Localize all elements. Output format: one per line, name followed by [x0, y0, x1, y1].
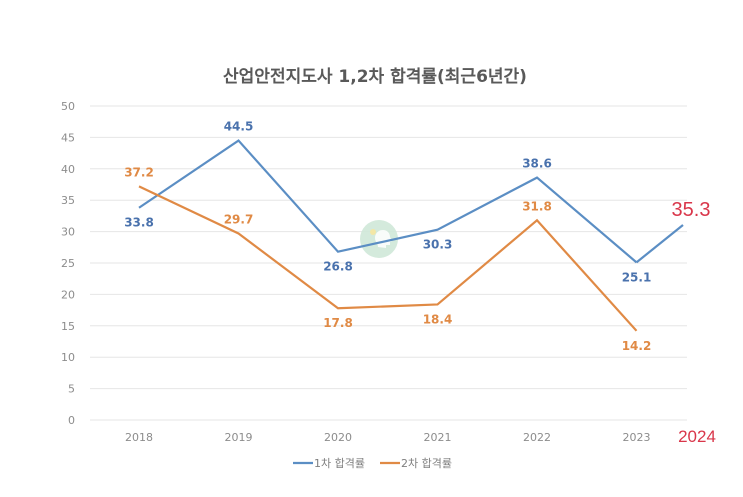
annotation-label: 35.3 — [672, 199, 711, 221]
series-line-1-extension — [635, 224, 684, 264]
x-tick-label: 2020 — [324, 431, 352, 444]
y-tick-label: 30 — [61, 226, 75, 239]
y-tick-label: 10 — [61, 351, 75, 364]
x-tick-label: 2019 — [225, 431, 253, 444]
data-label: 25.1 — [622, 270, 652, 284]
gridlines — [90, 105, 687, 421]
data-label: 26.8 — [323, 260, 353, 274]
x-tick-label: 2021 — [424, 431, 452, 444]
data-label: 14.2 — [622, 339, 652, 353]
x-tick-label: 2018 — [125, 431, 153, 444]
y-tick-label: 5 — [68, 383, 75, 396]
y-tick-label: 35 — [61, 194, 75, 207]
data-label: 30.3 — [423, 238, 453, 252]
y-tick-label: 0 — [68, 414, 75, 427]
data-label: 37.2 — [124, 165, 154, 179]
data-label: 44.5 — [224, 120, 254, 134]
data-label: 18.4 — [423, 312, 453, 326]
data-label: 17.8 — [323, 316, 353, 330]
x-tick-label: 2023 — [623, 431, 651, 444]
series-line-1 — [138, 139, 638, 264]
y-tick-label: 25 — [61, 257, 75, 270]
y-tick-label: 20 — [61, 288, 75, 301]
y-tick-label: 50 — [61, 100, 75, 113]
data-label: 33.8 — [124, 216, 154, 230]
legend: 1차 합격률 2차 합격률 — [293, 457, 452, 470]
data-label: 31.8 — [522, 199, 552, 213]
legend-label-2: 2차 합격률 — [401, 457, 452, 470]
y-tick-label: 45 — [61, 131, 75, 144]
data-labels: 33.8 44.5 26.8 30.3 38.6 25.1 37.2 29.7 17.8 18.4… — [124, 120, 651, 353]
data-label: 29.7 — [224, 212, 254, 226]
y-axis-ticks: 0 5 10 15 20 25 30 35 40 45 50 — [61, 100, 75, 427]
y-tick-label: 40 — [61, 163, 75, 176]
x-axis-ticks: 2018 2019 2020 2021 2022 2023 2024 — [125, 427, 716, 446]
series — [138, 139, 638, 332]
x-tick-label: 2022 — [523, 431, 551, 444]
legend-label-1: 1차 합격률 — [314, 457, 365, 470]
x-tick-label-annotation: 2024 — [678, 427, 716, 446]
chart-title: 산업안전지도사 1,2차 합격률(최근6년간) — [223, 66, 527, 87]
y-tick-label: 15 — [61, 320, 75, 333]
annotations: 35.3 — [635, 199, 711, 264]
series-line-2 — [138, 185, 638, 332]
data-label: 38.6 — [522, 157, 552, 171]
